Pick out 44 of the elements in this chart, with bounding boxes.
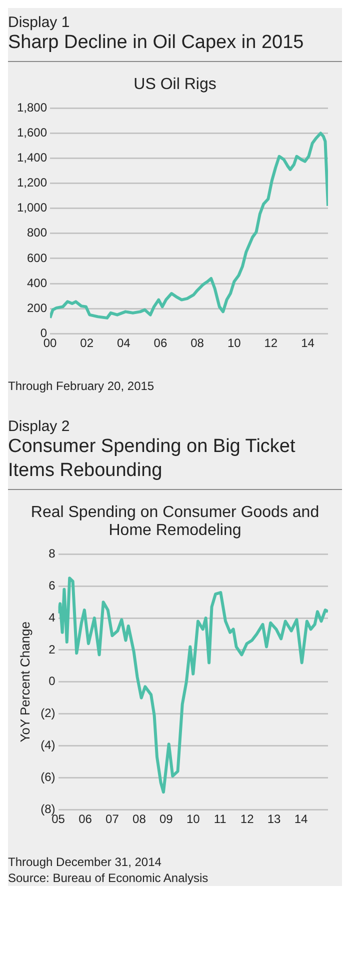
source-note: Source: Bureau of Economic Analysis [8,870,210,886]
x-tick-label: 10 [186,812,200,826]
y-tick-label: 200 [27,300,48,315]
y-tick-label: 400 [27,276,48,290]
y-tick-label: 0 [48,674,56,688]
y-tick-label: 1,200 [17,176,48,190]
chart-subtitle: Real Spending on Consumer Goods and Home Remodeling [30,504,320,540]
x-tick-label: 09 [159,812,174,826]
y-tick-label: 8 [48,546,56,561]
text: Display 1 [8,14,71,31]
text: Through February 20, 2015 [8,378,156,394]
x-tick-label: 02 [80,336,94,350]
x-tick-label: 07 [106,812,120,826]
y-tick-label: 6 [48,578,56,592]
y-tick-label: (2) [40,706,56,720]
x-tick-label: 14 [294,812,308,826]
text: Display 2 [8,418,71,435]
x-tick-label: 06 [154,336,168,350]
y-tick-label: 1,400 [17,150,48,165]
y-tick-label: 1,800 [17,100,48,115]
y-tick-label: (6) [40,770,56,784]
y-tick-label: 2 [48,642,56,656]
chart-title: Consumer Spending on Big Ticket Items Rebounding [8,435,342,490]
x-tick-label: 08 [132,812,146,826]
y-tick-label: (8) [40,802,56,816]
x-tick-label: 13 [267,812,282,826]
y-tick-label: 600 [27,250,48,265]
x-tick-label: 10 [227,336,242,350]
x-tick-label: 11 [214,812,227,826]
y-axis-title: YoY Percent Change [17,622,32,742]
x-tick-label: 14 [301,336,315,350]
x-tick-label: 04 [116,336,131,350]
y-tick-label: (4) [40,738,56,752]
y-tick-label: 800 [27,226,48,240]
x-tick-label: 12 [264,336,278,350]
x-tick-label: 06 [78,812,92,826]
y-tick-label: 1,000 [17,200,48,215]
chart-title: Sharp Decline in Oil Capex in 2015 [8,31,342,62]
y-tick-label: 4 [48,610,56,624]
y-tick-label: 1,600 [17,126,48,140]
x-tick-label: 12 [240,812,254,826]
chart-subtitle: US Oil Rigs [132,76,218,94]
x-tick-label: 08 [190,336,204,350]
text: Through December 31, 2014 [8,854,162,870]
